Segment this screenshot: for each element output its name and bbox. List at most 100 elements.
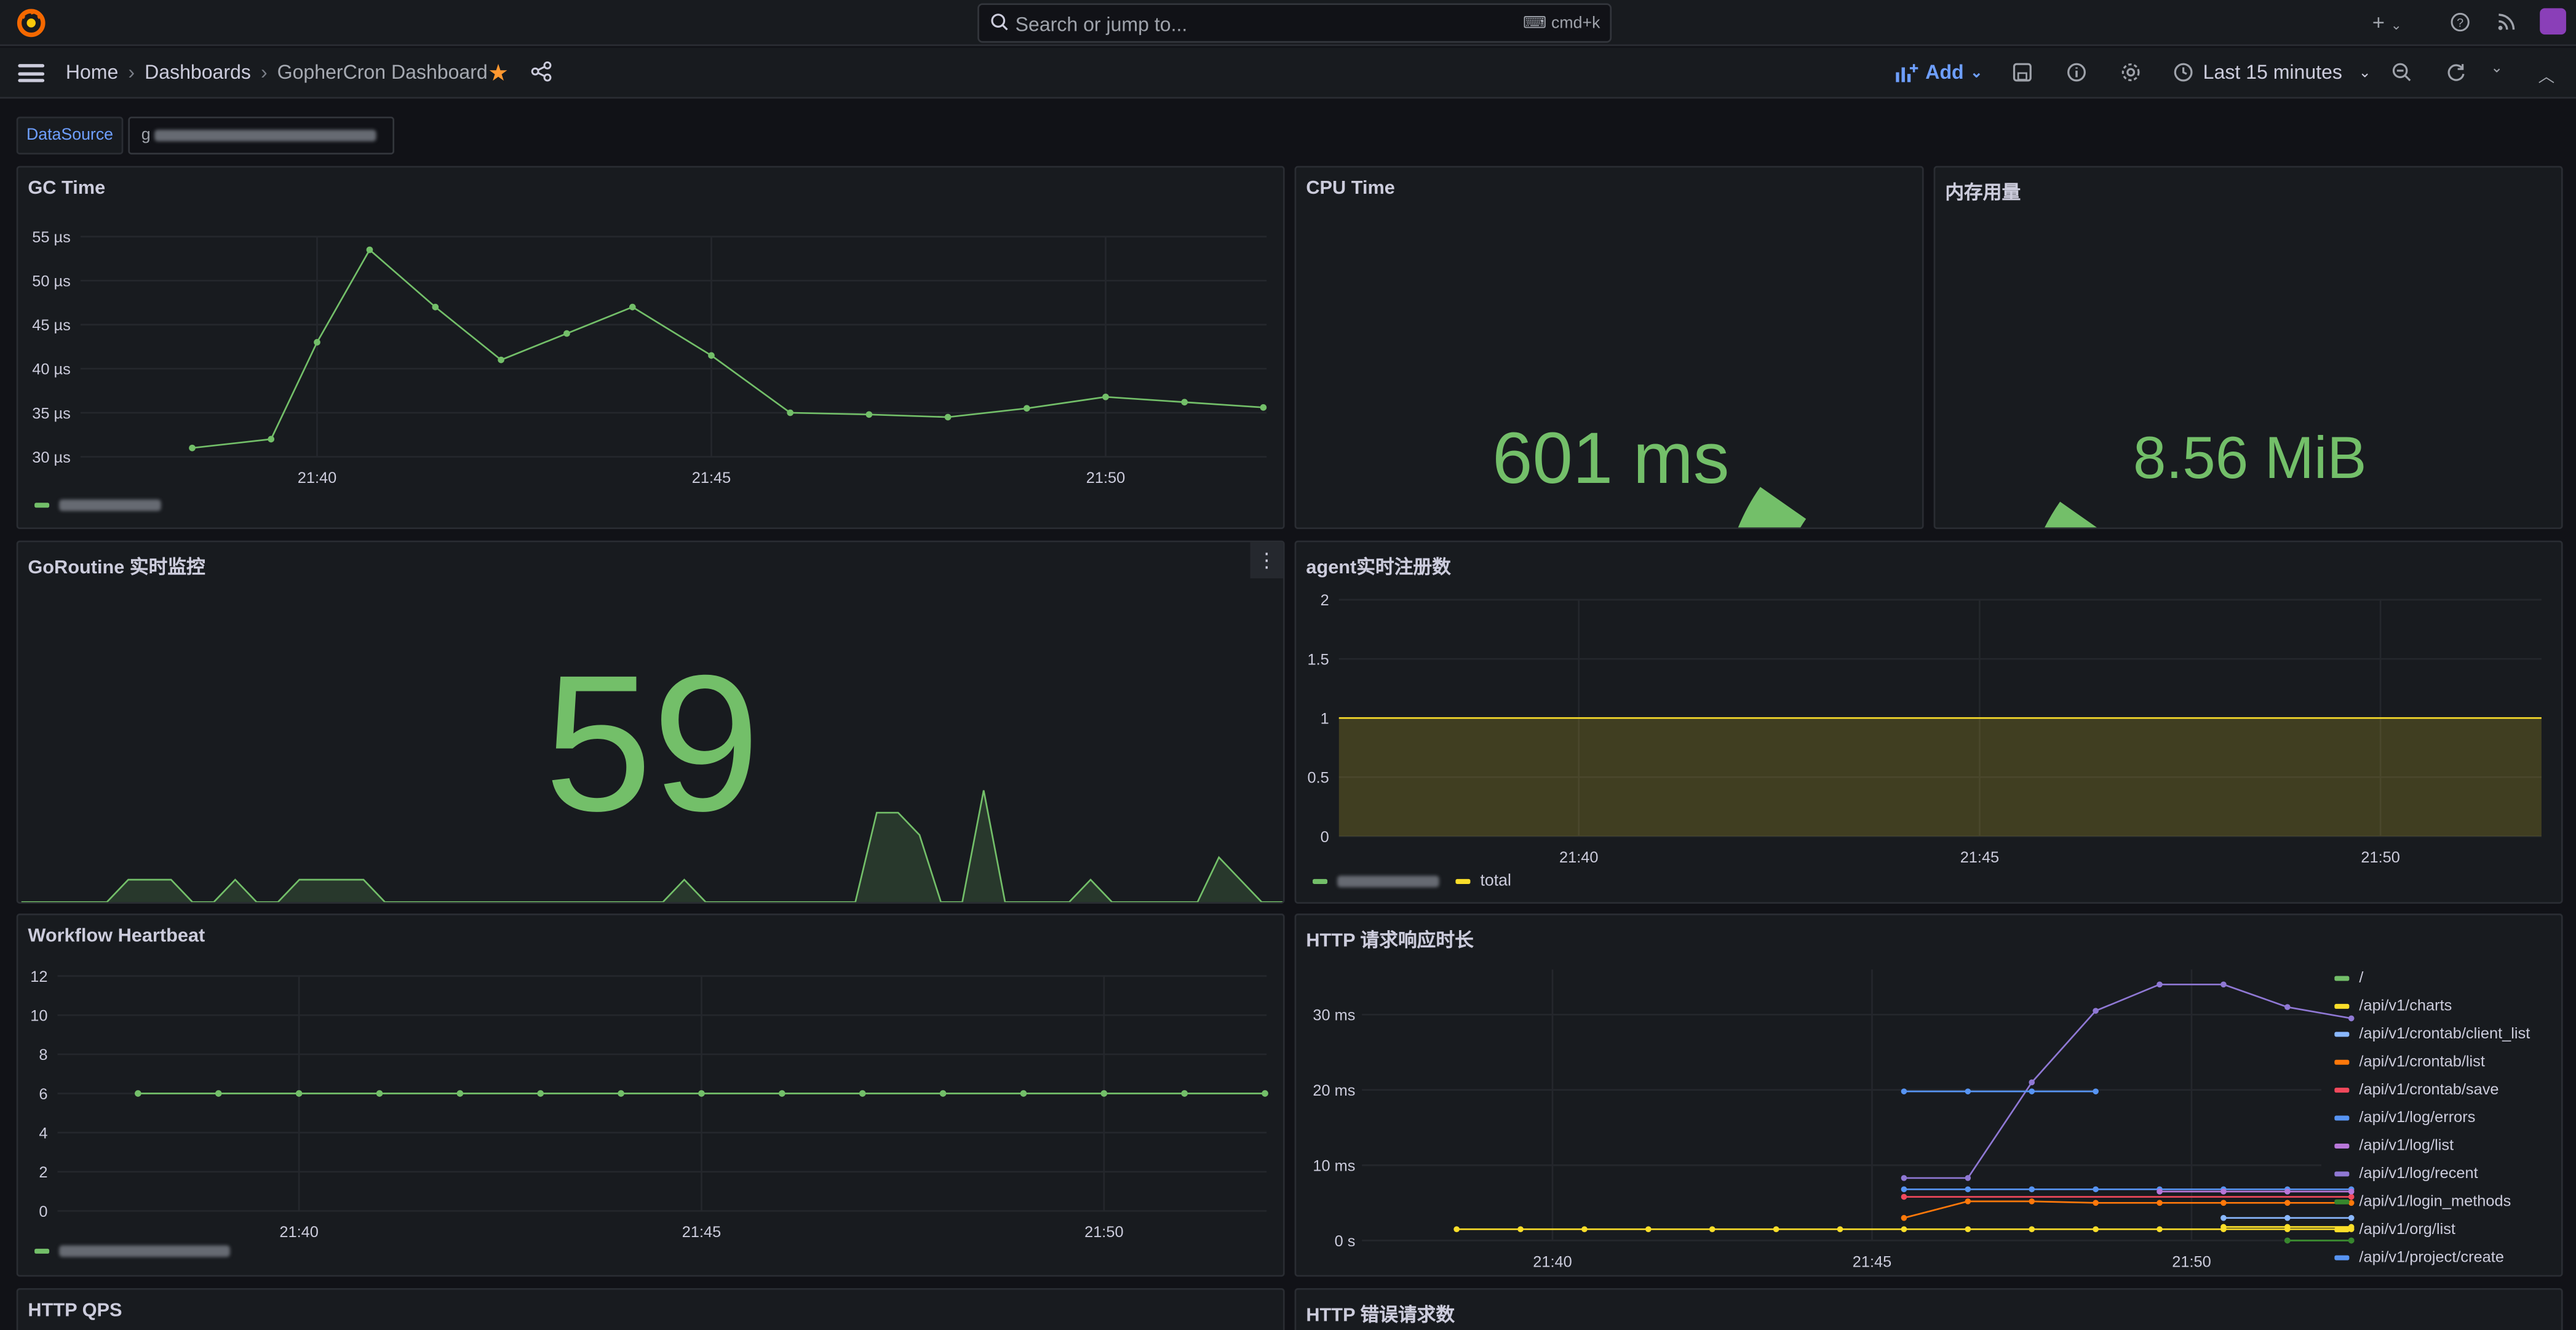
legend-item[interactable]: /api/v1/org/list [2334,1216,2530,1243]
zoom-out-icon[interactable] [2392,62,2412,82]
legend-item[interactable]: /api/v1/login_methods [2334,1188,2530,1216]
refresh-icon[interactable] [2446,62,2466,82]
refresh-interval-chevron-icon[interactable]: ⌄ [2491,59,2503,76]
panel-goroutine[interactable]: GoRoutine 实时监控 ⋮ 59 [16,540,1285,904]
breadcrumb-dashboards[interactable]: Dashboards [145,60,251,84]
panel-workflow-heartbeat[interactable]: Workflow Heartbeat 0 2 4 6 8 10 12 21:40 21:45 21… [16,914,1285,1277]
panel-agent[interactable]: agent实时注册数 0 0.5 1 1.5 2 21:40 21:45 21:50 tota… [1294,540,2563,904]
legend-swatch [1313,878,1328,884]
chevron-right-icon: › [128,60,135,84]
datasource-select[interactable]: g [128,116,395,155]
data-point [189,444,196,452]
data-point [779,1090,785,1097]
data-point [1901,1193,1907,1200]
data-point [2220,981,2227,988]
chevron-down-icon: ⌄ [2358,63,2371,80]
panel-cpu-time[interactable]: CPU Time 601 ms [1294,165,1924,530]
legend-swatch [2334,1227,2350,1233]
info-icon[interactable] [2067,62,2086,82]
add-button[interactable]: Add ⌄ [1896,61,1982,84]
data-point [1260,404,1267,411]
data-point [2220,1214,2227,1221]
panel-memory[interactable]: 内存用量 8.56 MiB [1933,165,2563,530]
legend-item[interactable]: /api/v1/crontab/client_list [2334,1021,2530,1048]
user-avatar[interactable] [2540,8,2566,35]
y-tick-label: 0 [39,1203,47,1220]
series-line [1904,1200,2351,1219]
data-point [1709,1226,1715,1232]
legend-item[interactable]: /api/v1/log/recent [2334,1160,2530,1188]
data-point [432,303,439,311]
data-point [563,330,570,337]
panel-gc-time[interactable]: GC Time 30 µs 35 µs 40 µs 45 µs 50 µs 55 µs 21… [16,165,1285,530]
data-point [618,1090,624,1097]
sparkline-area [21,790,1283,902]
rss-icon[interactable] [2495,12,2518,34]
time-range-picker[interactable]: Last 15 minutes ⌄ [2174,61,2371,84]
legend-label: /api/v1/log/errors [2359,1109,2476,1128]
legend-item[interactable]: / [2334,965,2530,992]
legend-series-name-redacted [1337,875,1439,888]
y-tick-label: 55 µs [32,229,71,246]
data-point [2220,1189,2227,1195]
cpu-time-gauge [1738,487,1807,528]
stat-value: 59 [544,635,760,853]
legend-total[interactable]: total [1480,872,1511,891]
data-point [2157,1226,2163,1232]
legend-item[interactable]: /api/v1/charts [2334,992,2530,1020]
data-point [939,1090,947,1097]
data-point [2029,1088,2035,1094]
y-tick-label: 10 ms [1313,1157,1355,1174]
legend-item[interactable]: /api/v1/project/create [2334,1244,2530,1272]
data-point [698,1090,705,1097]
legend-item[interactable]: /api/v1/log/list [2334,1132,2530,1160]
legend-item[interactable]: /api/v1/crontab/save [2334,1076,2530,1104]
data-point [1645,1226,1652,1232]
search-shortcut-label: cmd+k [1551,15,1600,33]
legend-item[interactable]: /api/v1/log/errors [2334,1104,2530,1132]
data-point [2093,1200,2099,1206]
breadcrumb-home[interactable]: Home [65,60,119,84]
grafana-logo-icon[interactable] [17,8,46,38]
data-point [1901,1226,1907,1232]
y-tick-label: 2 [39,1164,47,1181]
data-point [2284,1214,2291,1221]
panel-http-qps[interactable]: HTTP QPS [16,1288,1285,1330]
panel-title: GoRoutine 实时监控 [28,559,205,579]
panel-title: 内存用量 [1945,184,2021,204]
data-point [2284,1237,2291,1244]
panel-http-errors[interactable]: HTTP 错误请求数 [1294,1288,2563,1330]
http-latency-chart: 0 s 10 ms 20 ms 30 ms 21:40 21:45 21:50 [1313,969,2355,1270]
gear-icon[interactable] [2121,62,2141,82]
panel-menu-icon[interactable]: ⋮ [1250,542,1283,579]
menu-icon[interactable] [18,64,45,82]
data-point [2093,1088,2099,1094]
gauge-fill [2045,501,2097,528]
search-input[interactable]: Search or jump to... ⌨ cmd+k [977,3,1612,43]
panel-title: CPU Time [1306,179,1395,199]
data-point [2220,1200,2227,1206]
series-line [192,249,1264,449]
legend-label: /api/v1/log/recent [2359,1165,2478,1184]
collapse-icon[interactable]: ︿ [2538,69,2555,87]
y-tick-label: 1 [1321,711,1329,728]
panel-http-latency[interactable]: HTTP 请求响应时长 0 s 10 ms 20 ms 30 ms 21:40 21:45… [1294,914,2563,1277]
help-icon[interactable]: ? [2448,12,2471,34]
x-tick-label: 21:40 [1533,1253,1572,1270]
legend-series-name-redacted [59,1245,230,1257]
plus-icon[interactable]: + ⌄ [2372,10,2402,35]
data-point [1773,1226,1779,1232]
y-tick-label: 35 µs [32,405,71,422]
data-point [1581,1226,1588,1232]
data-point [1023,405,1030,412]
save-icon[interactable] [2013,62,2032,82]
x-tick-label: 21:45 [1960,849,1999,866]
x-tick-label: 21:40 [279,1224,318,1241]
legend: / /api/v1/charts/api/v1/crontab/client_li… [2334,965,2530,1272]
legend-label: /api/v1/org/list [2359,1220,2455,1239]
star-icon[interactable]: ★ [488,59,509,86]
legend-item[interactable]: /api/v1/crontab/list [2334,1048,2530,1076]
share-icon[interactable] [531,61,552,82]
data-point [1181,1090,1188,1097]
chevron-down-icon: ⌄ [1970,63,1983,80]
